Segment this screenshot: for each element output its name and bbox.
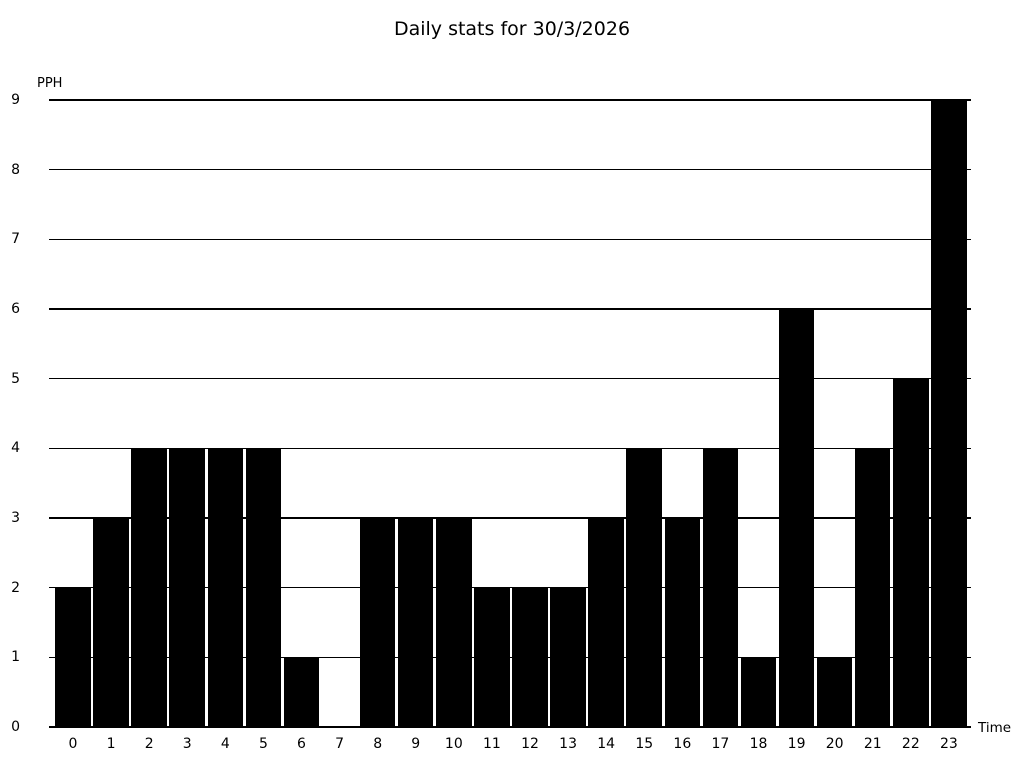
x-tick-label-2: 2 (144, 736, 154, 752)
bar-hour-2 (131, 448, 167, 727)
bar-hour-10 (436, 518, 472, 727)
y-tick-label-2: 2 (11, 579, 20, 596)
x-tick-label-20: 20 (825, 736, 844, 752)
bar-hour-6 (283, 657, 320, 727)
chart-title: Daily stats for 30/3/2026 (393, 18, 631, 40)
bar-hour-12 (512, 587, 548, 727)
y-tick-label-8: 8 (11, 161, 20, 178)
gridline-9 (49, 99, 971, 101)
x-tick-label-3: 3 (182, 736, 192, 752)
gridline-6 (49, 308, 971, 310)
x-tick-label-5: 5 (258, 736, 268, 752)
y-tick-label-0: 0 (11, 719, 20, 735)
y-tick-label-9: 9 (11, 92, 20, 108)
x-tick-label-13: 13 (559, 736, 577, 752)
x-tick-label-1: 1 (106, 736, 116, 752)
x-tick-label-4: 4 (220, 736, 230, 752)
plot-area: 0 1 2 3 4 5 6 7 8 9 0 1 2 3 4 5 6 7 8 9 10 11 12 13 14 15 16 17 18 19… (11, 92, 971, 752)
bar-hour-19 (778, 309, 815, 727)
bar-hour-21 (854, 448, 891, 727)
bar-hour-22 (893, 378, 929, 727)
y-tick-label-5: 5 (11, 370, 20, 387)
gridline-7 (49, 238, 971, 241)
bar-hour-4 (207, 448, 243, 727)
y-tick-label-6: 6 (11, 301, 20, 317)
bar-hour-13 (550, 587, 586, 727)
x-tick-label-14: 14 (597, 736, 616, 752)
bar-hour-15 (626, 448, 662, 727)
x-tick-label-6: 6 (297, 736, 306, 752)
bar-hour-18 (740, 657, 777, 727)
gridline-1 (49, 656, 971, 659)
x-tick-label-16: 16 (673, 736, 692, 752)
gridline-8 (49, 168, 971, 171)
x-tick-label-10: 10 (444, 736, 463, 752)
x-tick-label-7: 7 (335, 736, 345, 752)
bar-hour-16 (664, 518, 700, 727)
y-tick-label-1: 1 (11, 649, 20, 666)
x-tick-label-8: 8 (373, 736, 383, 752)
gridline-0 (49, 726, 971, 728)
x-tick-label-15: 15 (635, 736, 654, 752)
bar-hour-8 (359, 518, 396, 727)
bar-hour-3 (169, 448, 205, 727)
gridline-4 (49, 447, 971, 450)
x-tick-label-9: 9 (411, 736, 421, 752)
bar-hour-17 (702, 448, 739, 727)
x-tick-label-0: 0 (68, 736, 78, 752)
bar-hour-9 (397, 518, 434, 727)
gridline-3 (49, 517, 971, 519)
gridline-2 (49, 586, 971, 589)
x-tick-label-17: 17 (711, 736, 730, 752)
bar-hour-11 (474, 587, 510, 727)
y-tick-label-7: 7 (11, 231, 20, 248)
bar-hour-20 (816, 657, 853, 727)
x-tick-label-12: 12 (521, 736, 539, 752)
x-tick-label-23: 23 (939, 736, 958, 752)
bar-hour-23 (931, 100, 967, 727)
bar-hour-14 (588, 518, 624, 727)
y-axis-label: PPH (37, 76, 63, 91)
x-axis-label: Time (978, 720, 1012, 736)
bar-hour-1 (93, 518, 129, 727)
y-tick-label-4: 4 (11, 440, 20, 457)
bar-hour-0 (55, 587, 91, 727)
gridline-5 (49, 377, 971, 380)
x-tick-label-18: 18 (749, 736, 768, 752)
x-tick-label-11: 11 (482, 736, 501, 752)
y-tick-label-3: 3 (11, 510, 20, 526)
x-tick-label-19: 19 (787, 736, 806, 752)
x-tick-label-22: 22 (901, 736, 920, 752)
x-tick-label-21: 21 (863, 736, 882, 752)
bar-hour-5 (245, 448, 282, 727)
